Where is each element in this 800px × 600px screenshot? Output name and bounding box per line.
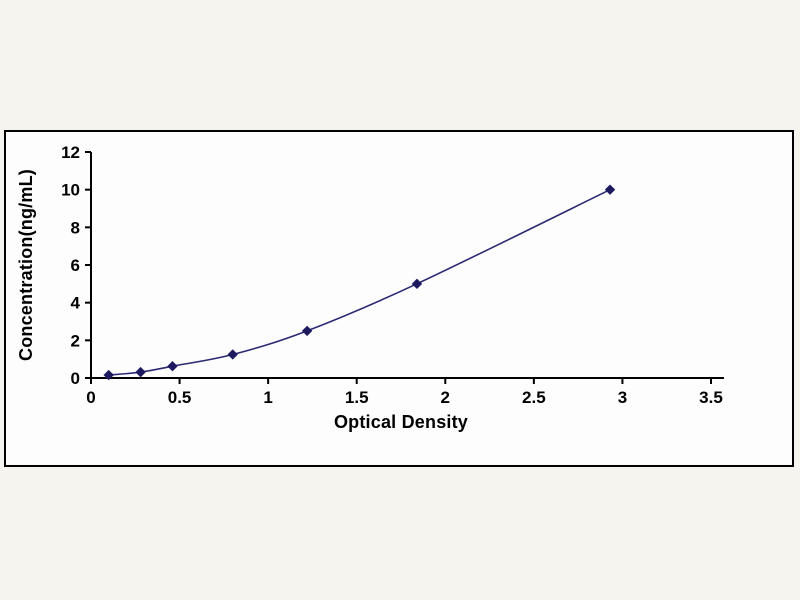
data-point-marker xyxy=(135,366,146,378)
y-tick-label: 6 xyxy=(71,256,80,275)
x-tick-label: 3.5 xyxy=(699,388,723,407)
x-tick-label: 3 xyxy=(618,388,627,407)
x-tick-label: 1.5 xyxy=(345,388,369,407)
x-tick-label: 0.5 xyxy=(168,388,192,407)
x-tick-label: 2 xyxy=(441,388,450,407)
data-point-marker xyxy=(103,369,114,381)
y-tick-label: 12 xyxy=(61,143,80,162)
data-point-marker xyxy=(227,349,238,360)
standard-curve-chart: 0 0.5 1 1.5 2 2.5 3 3.5 0 2 4 6 8 10 12 xyxy=(61,143,724,407)
y-tick-label: 8 xyxy=(71,218,80,237)
standard-curve-line xyxy=(108,188,611,376)
axes-lines xyxy=(90,152,724,379)
data-point-marker xyxy=(604,184,616,195)
data-point-marker xyxy=(411,278,423,290)
x-tick-label: 1 xyxy=(263,388,272,407)
data-point-marker xyxy=(167,361,178,372)
y-tick-label: 4 xyxy=(71,294,81,313)
y-tick-label: 0 xyxy=(71,369,80,388)
x-tick-label: 2.5 xyxy=(522,388,546,407)
standard-curve-panel: 0 0.5 1 1.5 2 2.5 3 3.5 0 2 4 6 8 10 12 Concentration(… xyxy=(4,130,794,467)
y-tick-label: 2 xyxy=(71,331,80,350)
y-tick-label: 10 xyxy=(61,181,80,200)
x-tick-label: 0 xyxy=(86,388,95,407)
data-point-marker xyxy=(301,325,313,337)
